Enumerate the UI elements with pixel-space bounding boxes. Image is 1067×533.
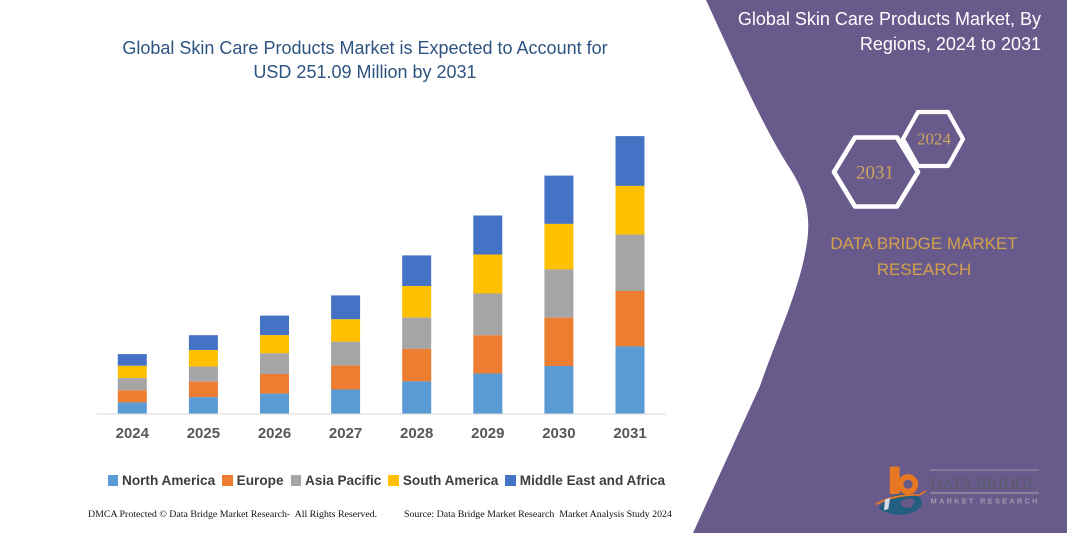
svg-text:DATA BRIDGE: DATA BRIDGE: [930, 474, 1037, 493]
svg-text:2026: 2026: [258, 425, 291, 442]
svg-text:2030: 2030: [542, 425, 575, 442]
svg-text:2024: 2024: [116, 425, 150, 442]
svg-text:MARKET RESEARCH: MARKET RESEARCH: [931, 497, 1040, 506]
svg-text:2024: 2024: [917, 130, 952, 149]
svg-text:2029: 2029: [471, 425, 504, 442]
svg-text:2025: 2025: [187, 425, 220, 442]
svg-text:2031: 2031: [613, 425, 646, 442]
svg-text:2027: 2027: [329, 425, 362, 442]
svg-text:2031: 2031: [856, 163, 894, 184]
svg-text:2028: 2028: [400, 425, 433, 442]
